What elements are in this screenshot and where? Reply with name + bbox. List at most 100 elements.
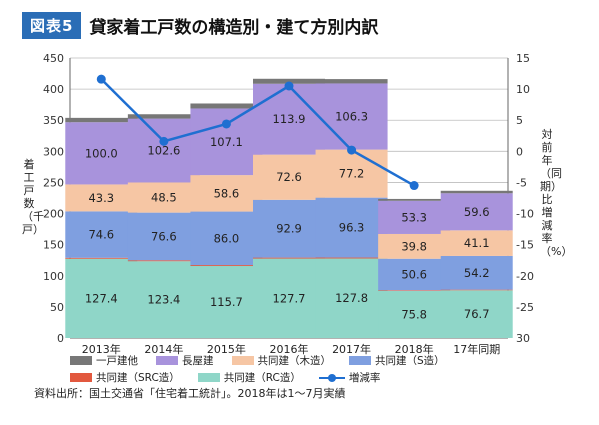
y2-tick-label: 0 — [516, 145, 523, 158]
x-tick-label: 2016年 — [270, 342, 309, 356]
y-tick-label: 200 — [43, 208, 64, 221]
x-tick-label: 2014年 — [144, 342, 183, 356]
bar-segment — [378, 200, 451, 234]
bar-segment — [127, 118, 200, 183]
bar-segment — [315, 149, 388, 198]
legend-label: 共同建（S造） — [375, 355, 445, 367]
data-label: 96.3 — [339, 221, 365, 235]
bar-segment — [253, 83, 325, 155]
bar-segment — [440, 289, 513, 291]
bar-segment — [440, 190, 513, 194]
bar-segment — [190, 265, 263, 267]
legend-swatch — [349, 356, 371, 365]
bar-segment — [378, 258, 451, 291]
legend-item: 共同建（S造） — [349, 353, 445, 368]
chart-title: 貸家着工戸数の構造別・建て方別内訳 — [89, 17, 379, 38]
data-label: 75.8 — [401, 307, 427, 321]
bar-segment — [315, 258, 388, 338]
bar-segment — [315, 83, 388, 150]
y-tick-label: 400 — [43, 83, 64, 96]
legend-item-growth-rate: 増減率 — [318, 370, 380, 385]
bar-segment — [440, 230, 513, 256]
source-note: 資料出所：国土交通省「住宅着工統計」。2018年は1〜7月実績 — [34, 387, 346, 400]
data-label: 59.6 — [464, 205, 490, 219]
growth-rate-point — [409, 181, 419, 191]
legend-swatch — [70, 373, 92, 382]
y2-tick-label: 30 — [516, 332, 530, 345]
data-label: 127.7 — [273, 291, 306, 305]
y2-tick-label: -20 — [516, 270, 534, 283]
bar-segment — [315, 79, 388, 84]
legend-swatch — [156, 356, 178, 365]
data-label: 127.8 — [335, 291, 368, 305]
legend-item: 長屋建 — [156, 353, 214, 368]
bar-segment — [253, 258, 325, 338]
y-tick-label: 350 — [43, 114, 64, 127]
legend-swatch — [70, 356, 92, 365]
figure-badge: 図表5 — [22, 11, 82, 39]
legend-swatch — [231, 356, 254, 365]
y-tick-label: 100 — [43, 270, 64, 283]
legend-item: 共同建（RC造） — [197, 370, 301, 385]
bar-segment — [378, 198, 451, 201]
y2-tick-label: 15 — [516, 52, 530, 65]
legend-label: 共同建（SRC造） — [96, 372, 180, 384]
y-tick-label: 0 — [57, 332, 64, 345]
chart-title-bar: 図表5 貸家着工戸数の構造別・建て方別内訳 — [22, 10, 378, 40]
legend-swatch — [197, 373, 220, 382]
bar-segment — [190, 266, 263, 338]
bar-segment — [127, 261, 200, 338]
bar-segment — [378, 290, 451, 338]
growth-rate-point — [221, 119, 231, 129]
bar-segment — [127, 260, 200, 262]
y2-axis-label: 対前年（同期）比増減率（%） — [540, 128, 573, 258]
legend-row-1: 一戸建他 長屋建 共同建（木造） 共同建（S造） — [70, 353, 463, 368]
legend-item: 共同建（木造） — [231, 353, 332, 368]
x-tick-label: 2013年 — [82, 342, 121, 356]
data-label: 100.0 — [85, 146, 118, 160]
bar-segment — [65, 122, 138, 185]
bar-segment — [315, 197, 388, 258]
y2-tick-label: 5 — [516, 114, 523, 127]
bar-segment — [65, 184, 138, 212]
y2-tick-label: -5 — [516, 176, 527, 189]
bar-segment — [127, 182, 200, 213]
growth-rate-line — [100, 78, 415, 187]
bar-segment — [440, 290, 513, 338]
bar-segment — [315, 257, 388, 259]
bar-segment — [378, 233, 451, 259]
bar-segment — [378, 290, 451, 291]
data-label: 72.6 — [276, 170, 302, 184]
bar-segment — [65, 117, 138, 123]
data-label: 76.6 — [151, 229, 177, 243]
data-label: 43.3 — [88, 191, 114, 205]
legend-label: 共同建（木造） — [257, 355, 332, 367]
data-label: 77.2 — [339, 167, 365, 181]
legend-label: 共同建（RC造） — [223, 372, 301, 384]
bar-segment — [253, 78, 325, 84]
legend-label: 一戸建他 — [96, 355, 138, 367]
data-label: 92.9 — [276, 222, 302, 236]
growth-rate-point — [159, 136, 169, 146]
bar-segment — [253, 257, 325, 259]
bar-segment — [440, 193, 513, 231]
data-label: 106.3 — [335, 110, 368, 124]
y2-tick-label: -10 — [516, 208, 534, 221]
data-label: 113.9 — [273, 112, 306, 126]
x-tick-label: 2017年 — [332, 342, 371, 356]
y2-tick-label: -15 — [516, 239, 534, 252]
bar-segment — [127, 212, 200, 261]
bar-segment — [190, 175, 263, 212]
data-label: 107.1 — [210, 135, 243, 149]
bar-segment — [440, 255, 513, 290]
bar-segment — [65, 257, 138, 259]
bar-segment — [127, 114, 200, 119]
y-tick-label: 50 — [50, 301, 64, 314]
x-tick-label: 2018年 — [395, 342, 434, 356]
bar-segment — [190, 103, 263, 109]
data-label: 54.2 — [464, 266, 490, 280]
growth-rate-point — [347, 145, 357, 155]
data-label: 123.4 — [147, 293, 180, 307]
bar-segment — [253, 199, 325, 258]
data-label: 50.6 — [401, 267, 427, 281]
